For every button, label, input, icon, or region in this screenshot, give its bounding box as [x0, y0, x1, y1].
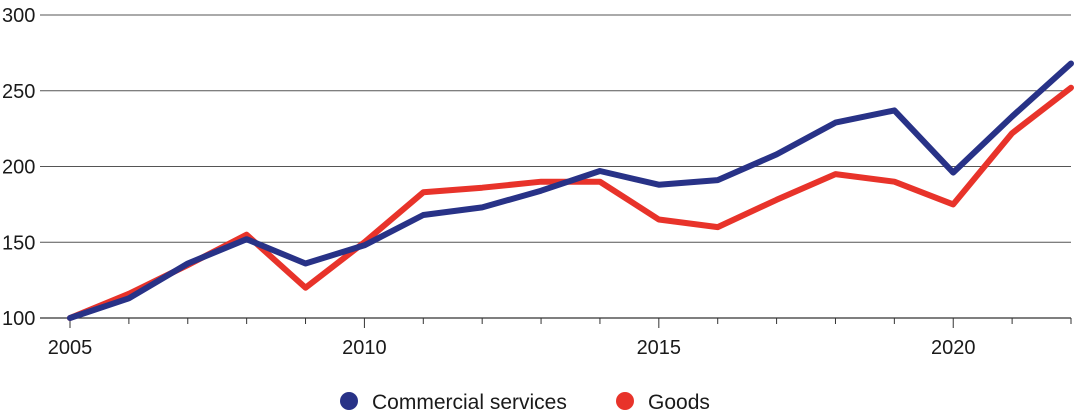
x-axis: 2005 2010 2015 2020	[40, 317, 1072, 359]
x-tick-label: 2015	[637, 337, 682, 359]
y-tick-label: 200	[2, 157, 35, 179]
x-tick-label: 2010	[342, 337, 387, 359]
y-tick-label: 150	[2, 232, 35, 254]
legend-label: Goods	[648, 391, 710, 414]
series-line-goods	[67, 84, 1074, 321]
legend-marker	[340, 392, 358, 410]
y-axis: 100 150 200 250 300	[2, 5, 35, 330]
y-tick-label: 100	[2, 308, 35, 330]
series-line-commercial-services	[67, 60, 1074, 321]
y-tick-label: 300	[2, 5, 35, 27]
legend: Commercial services Goods	[340, 391, 710, 414]
legend-label: Commercial services	[372, 391, 567, 414]
legend-marker	[616, 392, 634, 410]
x-tick-label: 2005	[48, 337, 93, 359]
gridlines	[40, 14, 1071, 243]
series-lines	[67, 60, 1074, 321]
y-tick-label: 250	[2, 81, 35, 103]
x-tick-label: 2020	[931, 337, 976, 359]
